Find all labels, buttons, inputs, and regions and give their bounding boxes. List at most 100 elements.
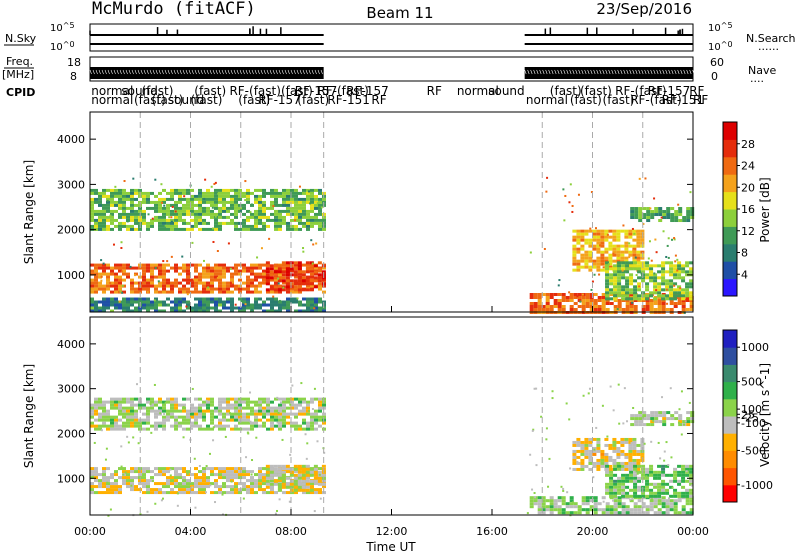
heatmap-cell xyxy=(150,409,154,413)
heatmap-speck xyxy=(120,246,123,249)
heatmap-cell xyxy=(246,209,250,213)
heatmap-cell xyxy=(114,406,118,410)
heatmap-cell xyxy=(242,470,246,474)
heatmap-cell xyxy=(138,206,142,210)
heatmap-cell xyxy=(576,265,581,269)
heatmap-cell xyxy=(130,479,134,483)
heatmap-cell xyxy=(545,307,550,311)
heatmap-cell xyxy=(110,203,114,207)
freq-label-line1: Freq. xyxy=(6,55,33,68)
heatmap-speck xyxy=(227,242,230,245)
heatmap-speck xyxy=(666,244,669,247)
heatmap-cell xyxy=(110,424,114,428)
heatmap-cell xyxy=(585,301,590,305)
heatmap-cell xyxy=(218,206,222,210)
heatmap-cell xyxy=(250,212,254,216)
heatmap-cell xyxy=(624,247,629,251)
heatmap-cell xyxy=(604,232,609,236)
heatmap-cell xyxy=(620,449,625,453)
heatmap-speck xyxy=(182,405,185,408)
heatmap-cell xyxy=(206,269,210,273)
heatmap-cell xyxy=(580,464,585,468)
heatmap-cell xyxy=(126,215,130,219)
heatmap-cell xyxy=(142,266,146,270)
heatmap-cell xyxy=(130,284,134,288)
heatmap-cell xyxy=(310,397,314,401)
heatmap-cell xyxy=(617,298,622,302)
heatmap-cell xyxy=(90,218,94,222)
heatmap-speck xyxy=(547,485,550,488)
heatmap-cell xyxy=(230,300,234,304)
heatmap-cell xyxy=(230,485,234,489)
heatmap-cell xyxy=(222,397,226,401)
heatmap-cell xyxy=(580,461,585,465)
heatmap-cell xyxy=(576,467,581,471)
heatmap-cell xyxy=(222,491,226,495)
heatmap-speck xyxy=(617,383,620,386)
heatmap-cell xyxy=(302,491,306,495)
heatmap-cell xyxy=(254,300,258,304)
heatmap-cell xyxy=(294,403,298,407)
heatmap-cell xyxy=(297,267,302,271)
heatmap-cell xyxy=(637,511,642,515)
heatmap-cell xyxy=(166,491,170,495)
cpid-entry: RF-151 xyxy=(662,93,704,107)
colorbar-segment xyxy=(723,139,737,158)
heatmap-cell xyxy=(633,285,638,289)
heatmap-cell xyxy=(588,253,593,257)
heatmap-cell xyxy=(250,278,254,282)
heatmap-cell xyxy=(198,482,202,486)
heatmap-cell xyxy=(286,406,290,410)
heatmap-cell xyxy=(585,511,590,515)
heatmap-cell xyxy=(608,464,613,468)
heatmap-cell xyxy=(238,406,242,410)
heatmap-speck xyxy=(159,412,162,415)
heatmap-cell xyxy=(281,482,286,486)
heatmap-cell xyxy=(110,418,114,422)
heatmap-cell xyxy=(242,488,246,492)
heatmap-cell xyxy=(122,203,126,207)
heatmap-cell xyxy=(214,272,218,276)
colorbar-segment xyxy=(723,484,737,503)
heatmap-cell xyxy=(617,273,622,277)
frequency-band-hatch xyxy=(188,69,191,75)
heatmap-cell xyxy=(246,297,250,301)
cpid-entry: RF-(fast) xyxy=(229,84,280,98)
heatmap-cell xyxy=(613,467,618,471)
heatmap-cell xyxy=(130,409,134,413)
heatmap-cell xyxy=(186,482,190,486)
heatmap-cell xyxy=(286,200,290,204)
heatmap-cell xyxy=(258,397,262,401)
heatmap-speck xyxy=(674,260,677,263)
heatmap-cell xyxy=(266,215,270,219)
heatmap-speck xyxy=(231,281,234,284)
heatmap-cell xyxy=(214,479,218,483)
heatmap-cell xyxy=(214,485,218,489)
heatmap-cell xyxy=(620,437,625,441)
heatmap-cell xyxy=(230,491,234,495)
heatmap-cell xyxy=(549,499,554,503)
heatmap-cell xyxy=(94,287,98,291)
heatmap-cell xyxy=(230,415,234,419)
heatmap-cell xyxy=(238,400,242,404)
heatmap-cell xyxy=(114,272,118,276)
heatmap-cell xyxy=(657,270,662,274)
heatmap-cell xyxy=(677,464,682,468)
power-heatmap xyxy=(90,176,695,314)
heatmap-cell xyxy=(661,288,666,292)
heatmap-cell xyxy=(632,253,637,257)
heatmap-cell xyxy=(662,423,667,427)
heatmap-speck xyxy=(163,413,166,416)
heatmap-cell xyxy=(629,276,634,280)
heatmap-cell xyxy=(226,491,230,495)
heatmap-speck xyxy=(244,180,247,183)
heatmap-cell xyxy=(90,263,94,267)
heatmap-speck xyxy=(109,281,112,284)
heatmap-cell xyxy=(305,485,310,489)
heatmap-cell xyxy=(146,418,150,422)
heatmap-cell xyxy=(286,467,290,471)
heatmap-speck xyxy=(153,299,156,302)
frequency-band-hatch xyxy=(191,69,194,75)
heatmap-cell xyxy=(612,461,617,465)
heatmap-cell xyxy=(114,421,118,425)
